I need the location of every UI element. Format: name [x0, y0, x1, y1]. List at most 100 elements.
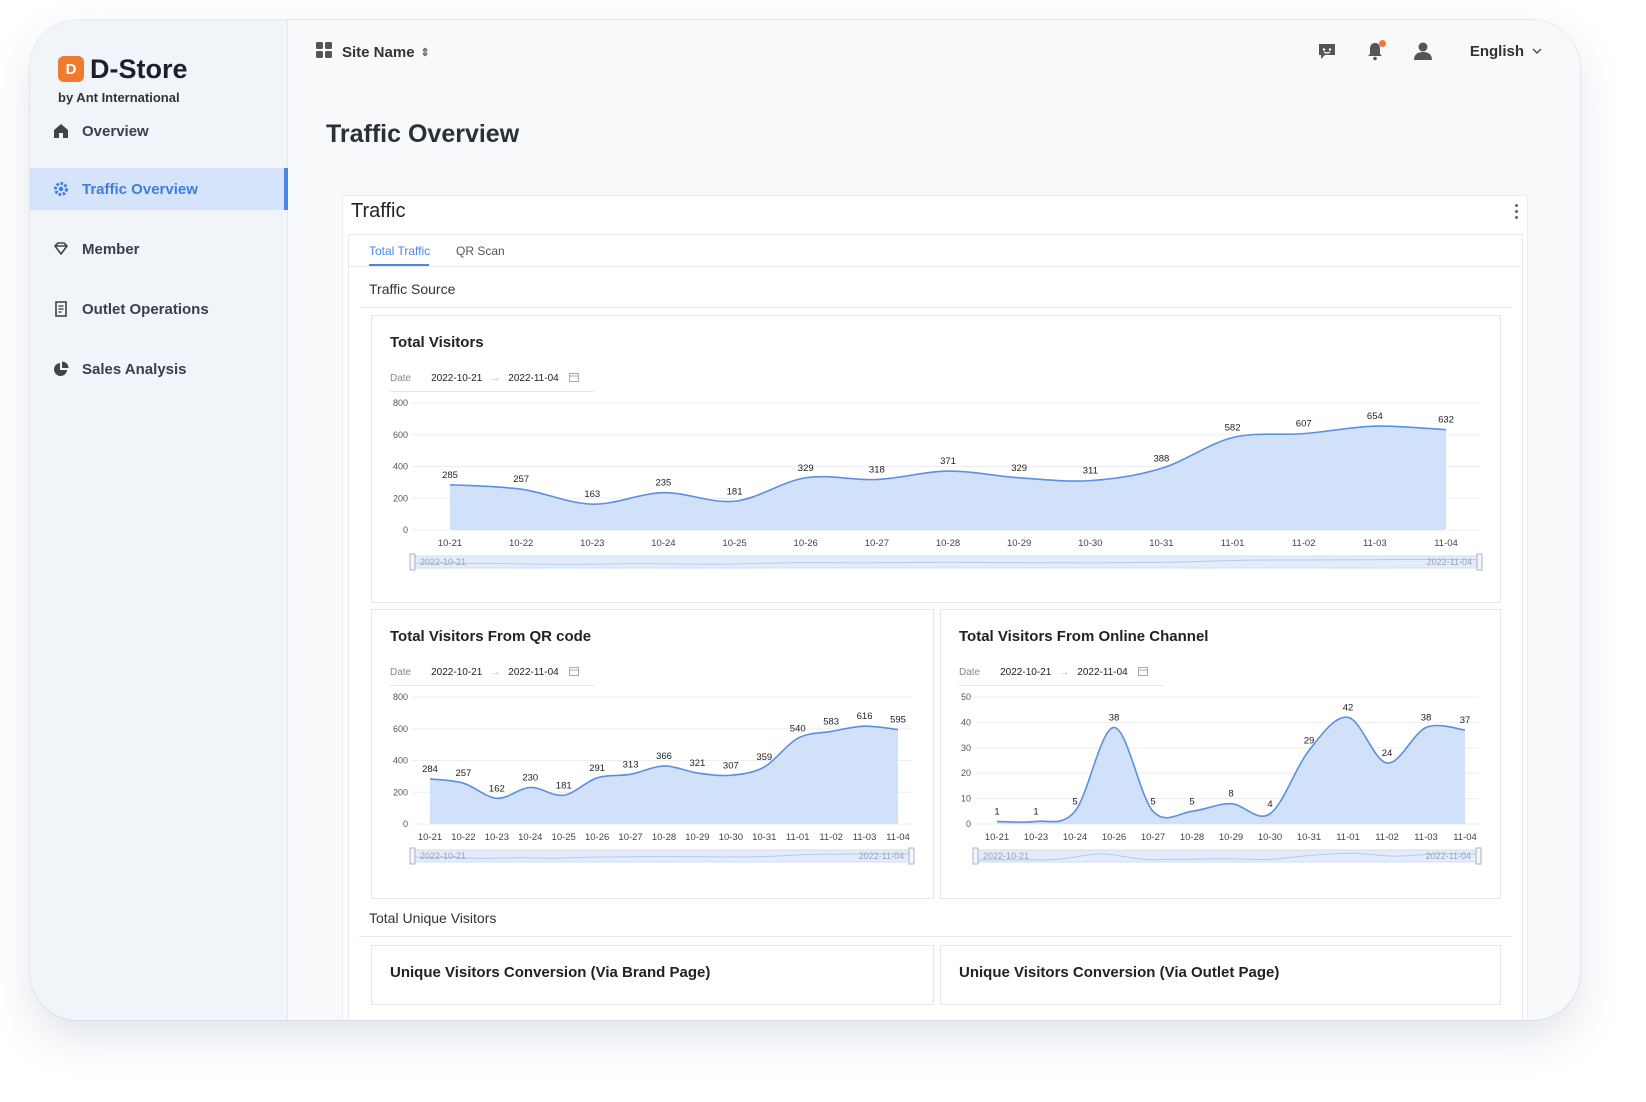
chart-card-unique-brand-page: Unique Visitors Conversion (Via Brand Pa…: [371, 945, 934, 1005]
range-end-label: 2022-11-04: [1426, 851, 1471, 861]
area-fill: [997, 717, 1465, 824]
sidebar-item-member[interactable]: Member: [30, 228, 288, 270]
y-tick-label: 600: [393, 430, 408, 440]
x-tick-label: 11-01: [786, 832, 810, 843]
x-tick-label: 10-25: [552, 832, 576, 843]
y-tick-label: 10: [961, 794, 971, 804]
series-line: [996, 716, 1466, 824]
date-start[interactable]: 2022-10-21: [431, 667, 483, 678]
qr-code-visitors-chart: 0 200 400 600 800 284 10-21 257 10-22 162 10-23 230…: [393, 692, 915, 865]
x-tick-label: 10-31: [752, 832, 776, 843]
range-end-label: 2022-11-04: [1427, 557, 1472, 567]
x-tick-label: 11-04: [1434, 538, 1458, 549]
chart-card-unique-outlet-page: Unique Visitors Conversion (Via Outlet P…: [940, 945, 1501, 1005]
brand-name: D-Store: [90, 54, 188, 84]
x-tick-label: 11-01: [1221, 538, 1245, 549]
range-start-label: 2022-10-21: [983, 851, 1029, 861]
date-label: Date: [959, 667, 981, 678]
data-label: 230: [522, 772, 538, 783]
document-icon: [50, 300, 72, 318]
data-label: 24: [1382, 748, 1393, 759]
range-slider-handle-right: [908, 847, 915, 865]
x-tick-label: 10-31: [1297, 832, 1321, 843]
data-label: 235: [655, 478, 671, 489]
data-label: 37: [1460, 715, 1471, 726]
language-selector[interactable]: English: [1470, 43, 1542, 60]
active-tab-indicator: [369, 264, 429, 266]
x-tick-label: 10-26: [1102, 832, 1126, 843]
date-range-picker[interactable]: Date 2022-10-21 → 2022-11-04: [959, 666, 1163, 686]
x-tick-label: 11-02: [1375, 832, 1399, 843]
tab-qr-scan[interactable]: QR Scan: [456, 244, 505, 258]
sidebar-item-outlet-operations[interactable]: Outlet Operations: [30, 288, 288, 330]
x-tick-label: 10-22: [509, 538, 533, 549]
x-tick-label: 11-04: [886, 832, 910, 843]
sidebar-item-sales-analysis[interactable]: Sales Analysis: [30, 348, 288, 390]
date-end[interactable]: 2022-11-04: [1077, 667, 1128, 678]
date-end[interactable]: 2022-11-04: [508, 667, 559, 678]
data-label: 38: [1109, 712, 1120, 723]
date-range-picker[interactable]: Date 2022-10-21 → 2022-11-04: [390, 372, 594, 392]
range-slider-handle-left: [409, 553, 416, 571]
series-line: [449, 425, 1447, 505]
data-label: 307: [723, 760, 739, 771]
tab-total-traffic[interactable]: Total Traffic: [369, 244, 431, 258]
site-selector[interactable]: Site Name ⇕: [316, 42, 430, 62]
y-tick-label: 30: [961, 743, 971, 753]
data-label: 1: [1033, 806, 1038, 817]
y-tick-label: 800: [393, 398, 408, 408]
bell-icon[interactable]: [1364, 40, 1386, 62]
date-end[interactable]: 2022-11-04: [508, 373, 559, 384]
data-label: 607: [1296, 419, 1312, 430]
sidebar-item-traffic-overview[interactable]: Traffic Overview: [30, 168, 288, 210]
data-label: 38: [1421, 712, 1432, 723]
data-label: 616: [857, 711, 873, 722]
divider: [359, 307, 1512, 308]
chat-icon[interactable]: [1316, 40, 1338, 62]
calendar-icon[interactable]: [568, 372, 579, 385]
x-tick-label: 10-28: [936, 538, 960, 549]
data-label: 42: [1343, 702, 1354, 713]
range-slider-handle-left: [409, 847, 416, 865]
x-tick-label: 10-26: [794, 538, 818, 549]
data-label: 5: [1150, 796, 1155, 807]
data-label: 4: [1267, 799, 1272, 810]
chart-title: Total Visitors: [390, 334, 484, 351]
chart-title: Total Visitors From QR code: [390, 628, 592, 645]
grid-icon: [316, 42, 332, 62]
site-name-label: Site Name: [342, 43, 415, 61]
data-label: 582: [1225, 423, 1241, 434]
y-tick-label: 200: [393, 787, 408, 797]
date-start[interactable]: 2022-10-21: [431, 373, 483, 384]
sidebar-item-overview[interactable]: Overview: [30, 110, 288, 152]
date-range-picker[interactable]: Date 2022-10-21 → 2022-11-04: [390, 666, 594, 686]
calendar-icon[interactable]: [568, 666, 579, 679]
x-tick-label: 10-25: [722, 538, 746, 549]
sidebar-item-label: Member: [82, 240, 140, 258]
date-start[interactable]: 2022-10-21: [1000, 667, 1052, 678]
home-icon: [50, 122, 72, 140]
x-tick-label: 10-23: [485, 832, 509, 843]
data-label: 5: [1072, 796, 1077, 807]
y-tick-label: 0: [403, 819, 408, 829]
data-label: 162: [489, 783, 505, 794]
diamond-icon: [50, 240, 72, 258]
divider: [359, 936, 1512, 937]
x-tick-label: 10-21: [418, 832, 442, 843]
main-content: Site Name ⇕ English: [288, 20, 1580, 1020]
page-title: Traffic Overview: [326, 120, 520, 148]
data-label: 181: [556, 780, 572, 791]
data-label: 285: [442, 470, 458, 481]
data-label: 329: [798, 463, 814, 474]
data-label: 257: [455, 768, 471, 779]
more-options-icon[interactable]: [1515, 204, 1519, 219]
data-label: 181: [727, 486, 743, 497]
logo-mark-icon: D: [58, 56, 84, 82]
chart-card-qr-code: Total Visitors From QR code Date 2022-10…: [371, 609, 934, 899]
sidebar-item-label: Sales Analysis: [82, 360, 187, 378]
data-label: 321: [689, 758, 705, 769]
topbar: Site Name ⇕ English: [288, 20, 1580, 86]
x-tick-label: 10-31: [1149, 538, 1173, 549]
calendar-icon[interactable]: [1137, 666, 1148, 679]
user-icon[interactable]: [1412, 40, 1434, 62]
